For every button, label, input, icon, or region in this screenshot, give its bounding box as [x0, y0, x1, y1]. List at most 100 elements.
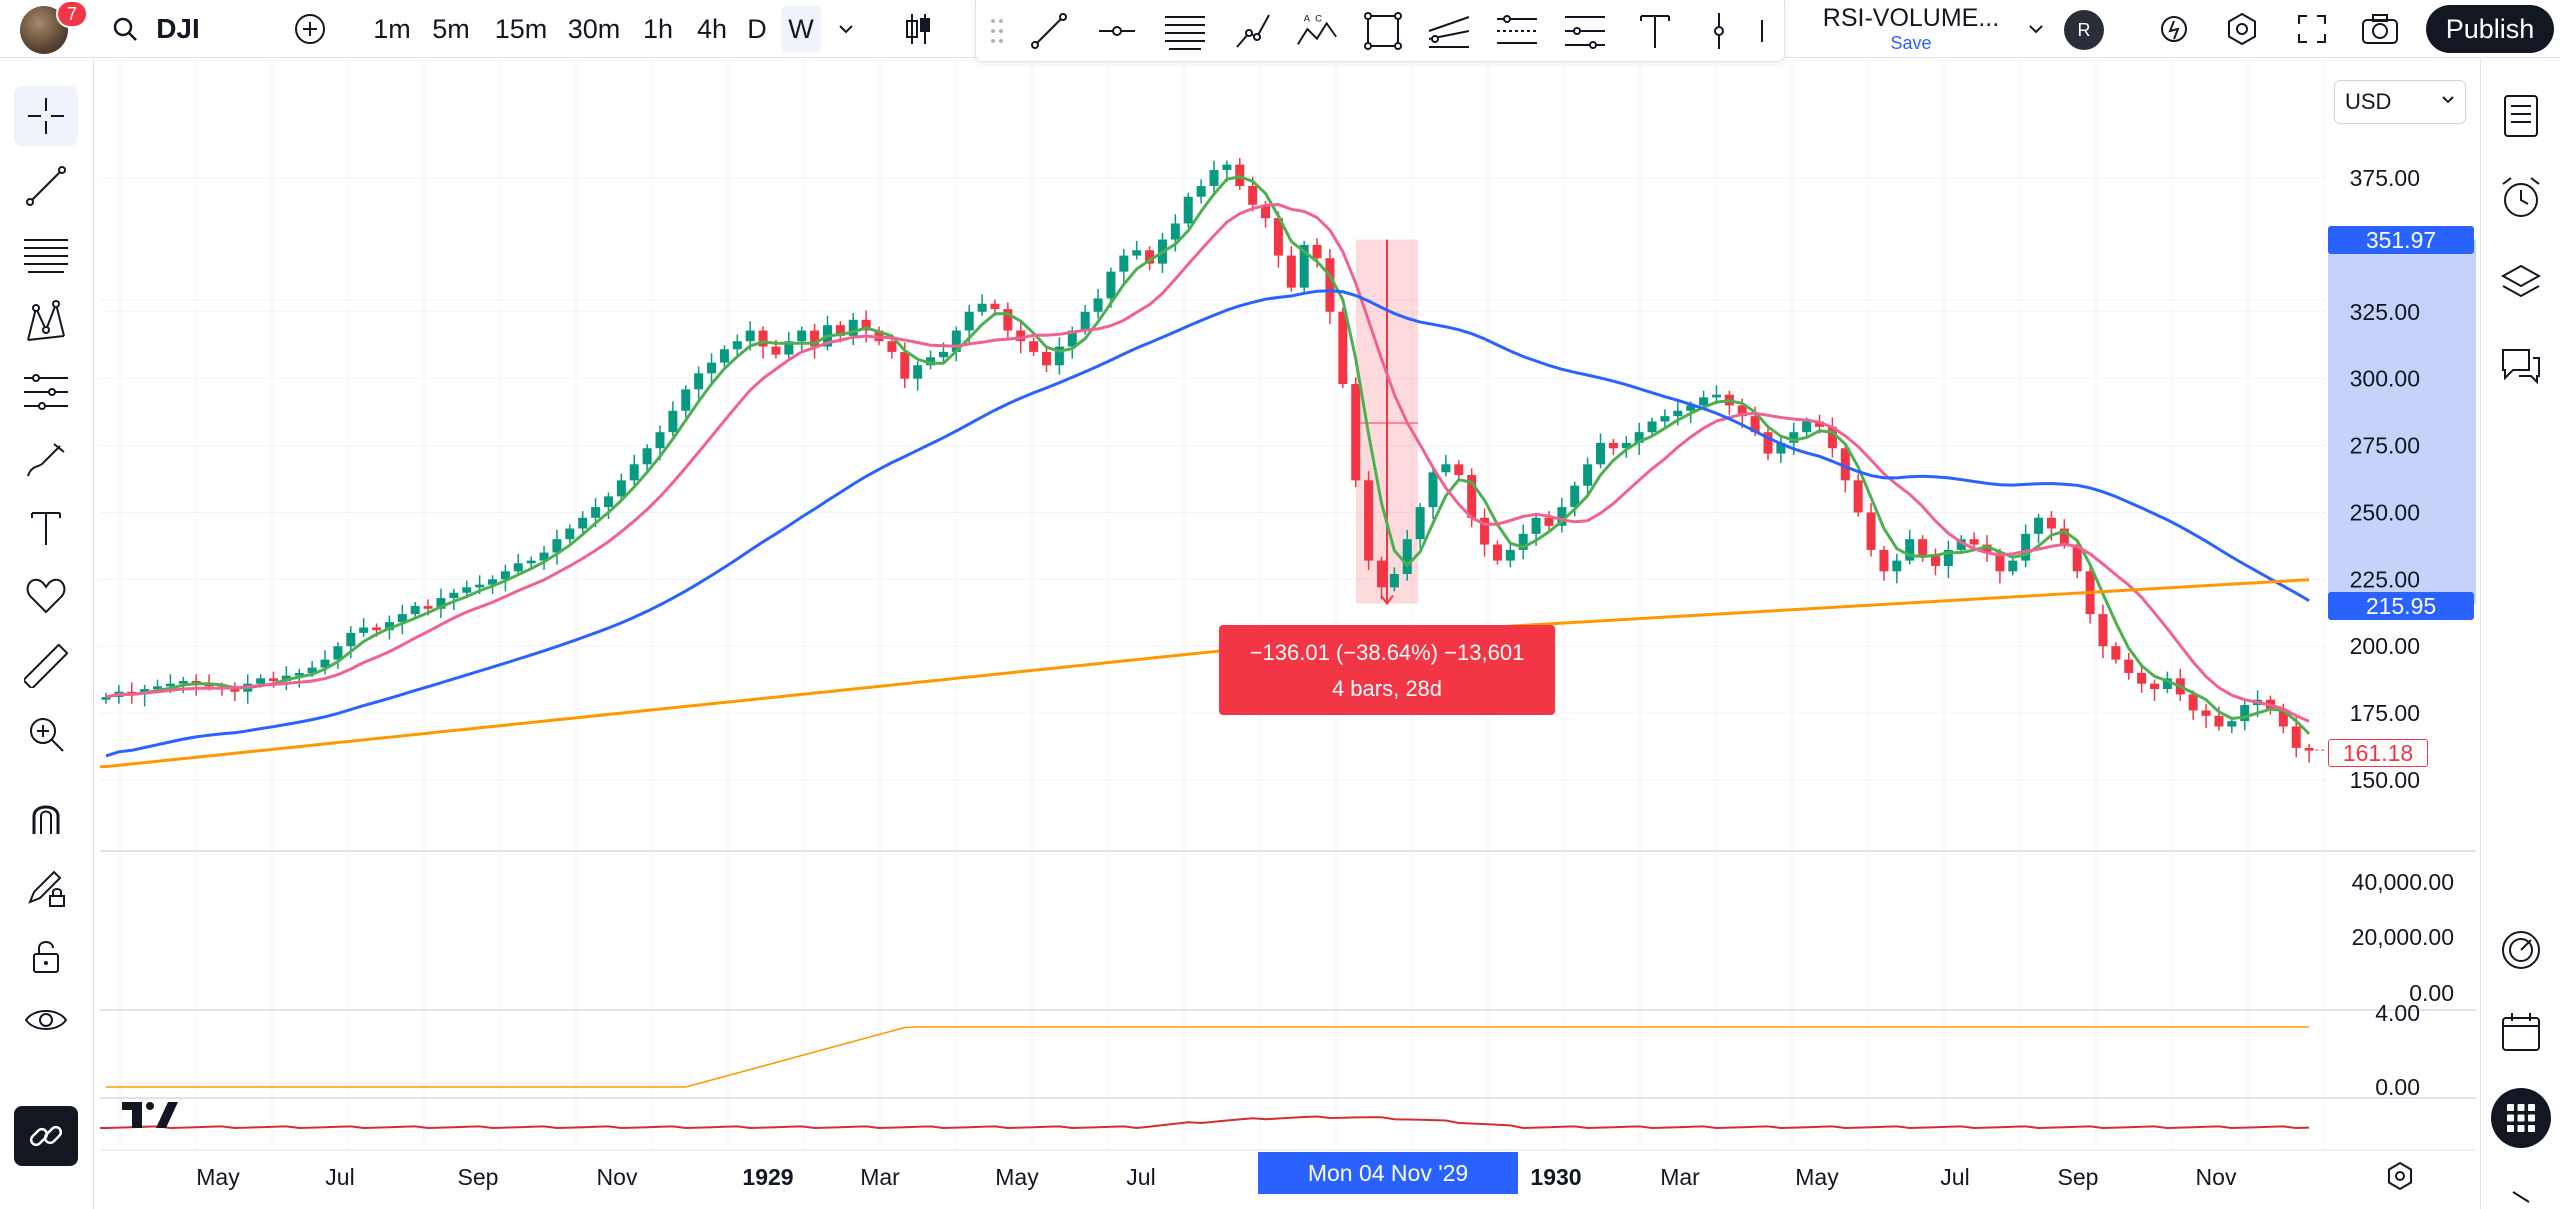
symbol-name[interactable]: DJI — [156, 13, 200, 44]
settings-icon[interactable] — [2220, 0, 2264, 58]
interval-1m[interactable]: 1m — [373, 13, 411, 44]
candle-body — [2137, 672, 2147, 684]
patterns-icon[interactable] — [14, 292, 78, 352]
candle-body — [1080, 311, 1090, 331]
candle-body — [101, 697, 111, 700]
drag-handle-icon[interactable] — [982, 8, 1012, 54]
candle-body — [1776, 442, 1786, 454]
candle-body — [1699, 397, 1709, 406]
trend-line-icon[interactable] — [1026, 8, 1072, 54]
candle-body — [694, 373, 704, 390]
profile-badge[interactable]: R — [2064, 10, 2104, 50]
layers-icon[interactable] — [2495, 256, 2547, 308]
interval-5m[interactable]: 5m — [432, 13, 470, 44]
rectangle-icon[interactable] — [1360, 8, 1406, 54]
candle-body — [1853, 480, 1863, 513]
trend-line-icon[interactable] — [14, 156, 78, 216]
candle-body — [1802, 421, 1812, 433]
candle-body — [294, 672, 304, 676]
price-axis-label: 225.00 — [2350, 566, 2420, 592]
candle-body — [990, 303, 1000, 310]
heart-icon[interactable] — [14, 566, 78, 626]
measure-tooltip: −136.01 (−38.64%) −13,601 4 bars, 28d — [1219, 625, 1555, 715]
apps-grid-icon[interactable] — [2491, 1088, 2551, 1148]
candle-body — [784, 341, 794, 355]
price-axis-label: 250.00 — [2350, 499, 2420, 525]
horizontal-ray-icon[interactable] — [1094, 8, 1140, 54]
path-icon[interactable] — [1230, 8, 1276, 54]
interval-4h[interactable]: 4h — [696, 13, 728, 44]
layout-template[interactable]: RSI-VOLUME... Save — [1816, 0, 2006, 58]
candles-icon[interactable] — [898, 0, 938, 58]
candle-body — [1016, 330, 1026, 342]
fib-icon[interactable] — [14, 224, 78, 284]
interval-30m[interactable]: 30m — [567, 13, 621, 44]
crosshair-icon[interactable] — [14, 86, 78, 146]
candle-body — [488, 579, 498, 585]
prediction-icon[interactable] — [14, 362, 78, 422]
price-label-lower: 215.95 — [2328, 592, 2474, 620]
candle-body — [835, 325, 845, 336]
zoom-in-icon[interactable] — [14, 704, 78, 764]
measure-arrow-head — [1380, 594, 1394, 606]
interval-w[interactable]: W — [781, 6, 821, 52]
calendar-icon[interactable] — [2495, 1006, 2547, 1058]
eye-icon[interactable] — [14, 992, 78, 1052]
brush-icon[interactable] — [14, 430, 78, 490]
x-axis-label: Sep — [458, 1164, 499, 1190]
currency-select[interactable]: USD — [2334, 80, 2466, 124]
candle-body — [887, 341, 897, 352]
candle-body — [1789, 432, 1799, 443]
chart-settings-icon[interactable] — [2384, 1160, 2416, 1197]
watchlist-icon[interactable] — [2495, 90, 2547, 142]
candle-body — [1261, 204, 1271, 219]
alerts-clock-icon[interactable] — [2495, 172, 2547, 224]
add-symbol-icon[interactable] — [290, 0, 330, 58]
volume-axis-label: 0.00 — [2409, 980, 2454, 1006]
candle-body — [1544, 517, 1554, 526]
chart-canvas[interactable]: 375.00 325.00 300.00 275.00 250.00 225.00 200.… — [0, 0, 2480, 1209]
ruler-icon[interactable] — [14, 636, 78, 696]
text-icon[interactable] — [1632, 8, 1678, 54]
chevron-down-icon[interactable] — [2020, 0, 2052, 58]
link-icon[interactable] — [14, 1106, 78, 1166]
candle-body — [333, 646, 343, 660]
interval-1h[interactable]: 1h — [642, 13, 674, 44]
pitchfork-icon[interactable] — [1426, 8, 1472, 54]
magnet-icon[interactable] — [14, 788, 78, 848]
compass-icon[interactable] — [2495, 924, 2547, 976]
camera-icon[interactable] — [2358, 0, 2402, 58]
fib-retracement-icon[interactable] — [1162, 8, 1208, 54]
candle-body — [1892, 560, 1902, 572]
publish-button[interactable]: Publish — [2426, 5, 2554, 53]
candle-body — [732, 341, 742, 350]
price-axis-label: 150.00 — [2350, 767, 2420, 793]
chat-icon[interactable] — [2495, 340, 2547, 392]
parallel-channel-icon[interactable] — [1562, 8, 1608, 54]
candle-body — [1492, 544, 1502, 561]
more-icon[interactable] — [2495, 1188, 2547, 1208]
interval-d[interactable]: D — [747, 13, 767, 44]
right-sidebar — [2480, 58, 2560, 1209]
candle-body — [1673, 410, 1683, 417]
more-tools-icon[interactable] — [1750, 8, 1774, 54]
price-axis-label: 275.00 — [2350, 433, 2420, 459]
vertical-line-icon[interactable] — [1696, 8, 1742, 54]
lock-drawing-icon[interactable] — [14, 858, 78, 918]
fullscreen-icon[interactable] — [2290, 0, 2334, 58]
alert-icon[interactable] — [2152, 0, 2196, 58]
ma-short-line — [105, 175, 2311, 735]
candle-body — [1273, 218, 1283, 256]
chevron-down-icon[interactable] — [830, 0, 862, 58]
candle-body — [951, 330, 961, 352]
candle-body — [153, 686, 163, 690]
search-icon[interactable] — [108, 0, 142, 58]
lock-icon[interactable] — [14, 926, 78, 986]
ma-long-line — [105, 289, 2310, 758]
volume-axis-label: 40,000.00 — [2352, 869, 2454, 895]
candle-body — [307, 667, 317, 673]
gann-icon[interactable] — [1494, 8, 1540, 54]
text-icon[interactable] — [14, 498, 78, 558]
interval-15m[interactable]: 15m — [494, 13, 548, 44]
